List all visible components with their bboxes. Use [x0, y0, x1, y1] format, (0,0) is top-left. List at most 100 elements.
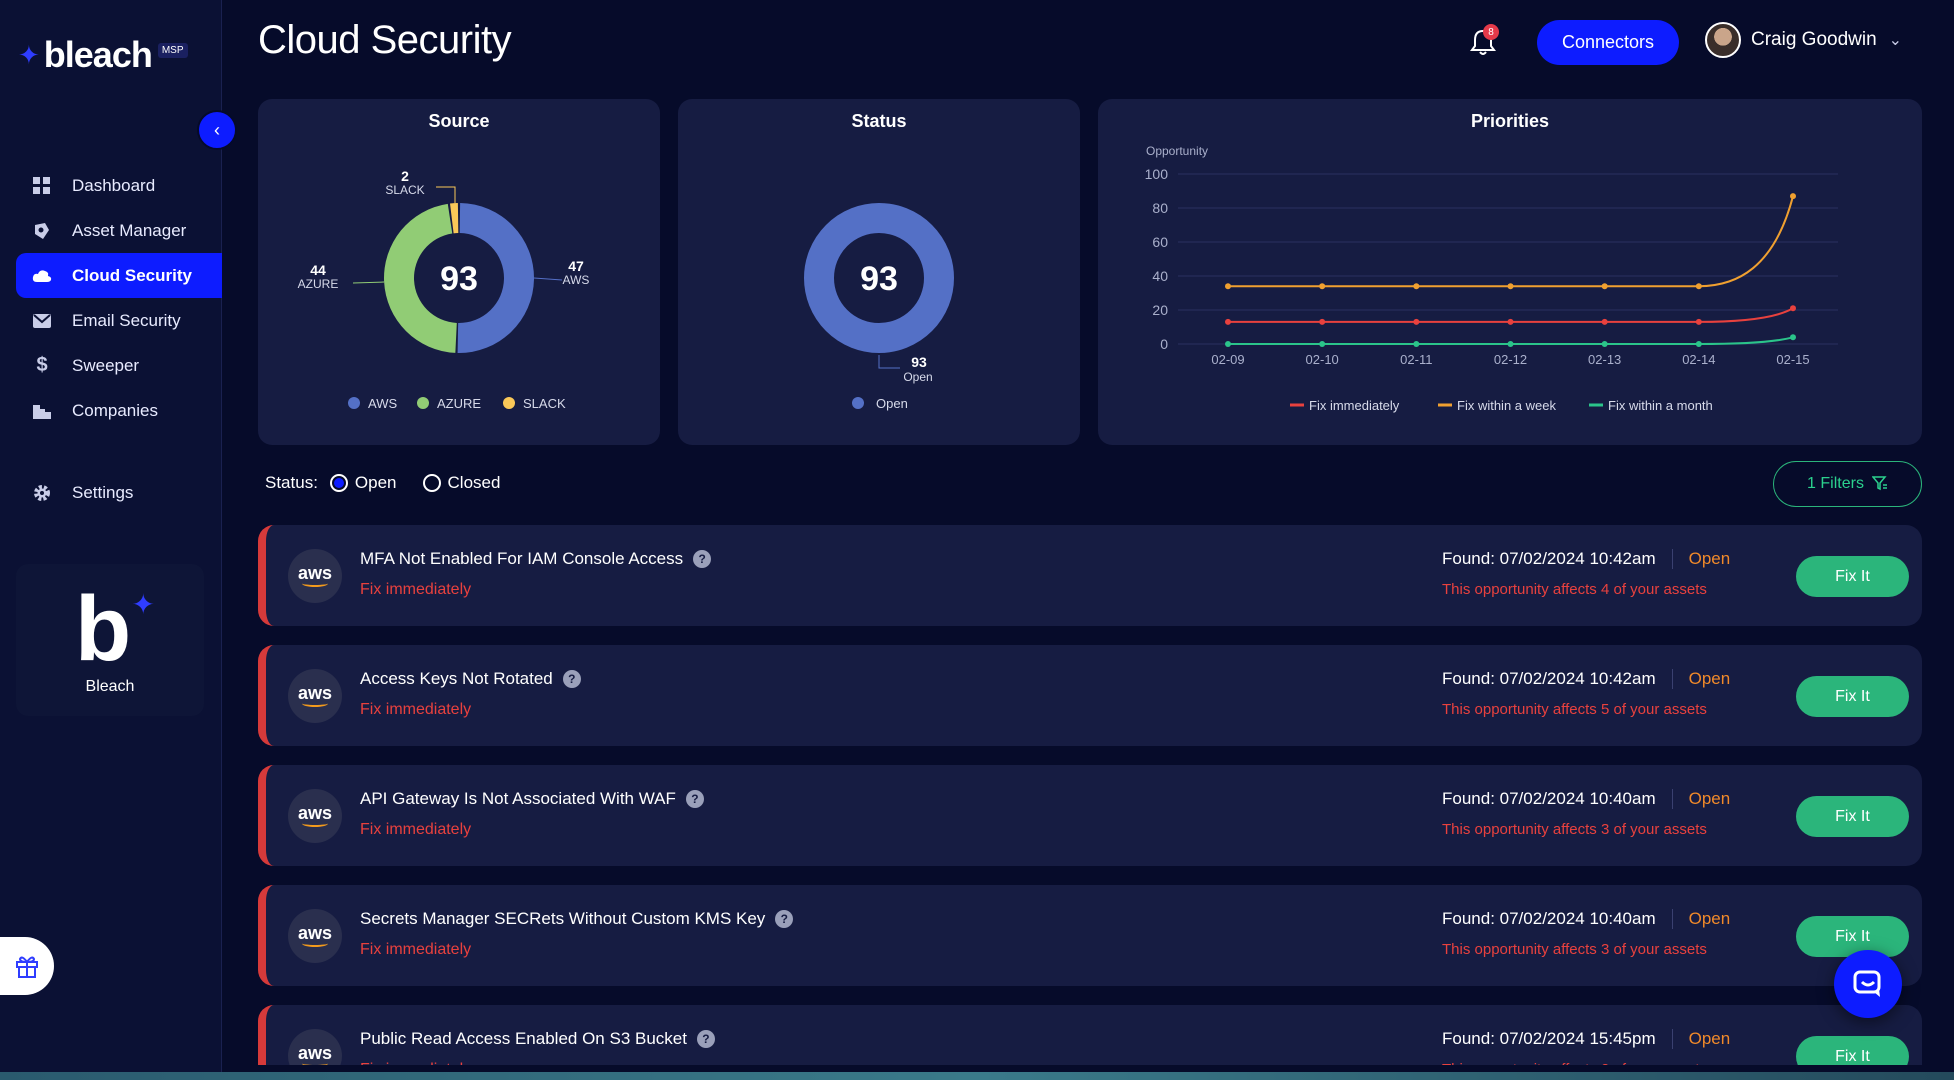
pie-slice-azure [384, 203, 457, 353]
chevron-down-icon: ⌄ [1888, 32, 1903, 49]
aws-logo-icon: aws [288, 1029, 342, 1065]
sidebar-item-cloud-security[interactable]: Cloud Security [16, 253, 222, 298]
notification-badge: 8 [1483, 24, 1499, 40]
fix-it-button[interactable]: Fix It [1796, 796, 1909, 837]
data-point [1790, 193, 1796, 200]
data-point [1695, 283, 1702, 290]
source-label: aws [297, 563, 333, 583]
radio-unchecked-icon [422, 474, 441, 492]
brand-logo[interactable]: ✦ bleach MSP [18, 34, 188, 76]
pie-slice-slack [450, 203, 459, 234]
sidebar-item-sweeper[interactable]: $ Sweeper [16, 343, 222, 388]
opportunity-row[interactable]: aws Secrets Manager SECRets Without Cust… [258, 885, 1922, 986]
legend-swatch [417, 397, 429, 409]
divider [1671, 909, 1673, 929]
sidebar-item-dashboard[interactable]: Dashboard [16, 163, 222, 208]
chevron-left-icon: ‹ [214, 119, 220, 140]
opportunity-affects: This opportunity affects 5 of your asset… [1442, 701, 1707, 718]
y-tick-label: 40 [1152, 268, 1168, 284]
sidebar-item-asset-manager[interactable]: Asset Manager [16, 208, 222, 253]
data-point [1225, 283, 1231, 290]
callout-line [533, 277, 563, 281]
opportunity-affects: This opportunity affects 2 of your asset… [1442, 1061, 1707, 1065]
fix-it-button[interactable]: Fix It [1796, 1036, 1909, 1065]
status-badge: Open [1688, 669, 1731, 688]
data-point [1413, 318, 1420, 325]
help-icon[interactable]: ? [562, 670, 581, 688]
found-date: Found: 07/02/2024 10:42am [1442, 669, 1656, 688]
pie-slice-aws [457, 203, 535, 353]
data-point [1601, 283, 1608, 290]
data-point [1790, 334, 1796, 341]
card-title: Source [428, 111, 490, 131]
data-label-value: 93 [911, 354, 927, 370]
opportunity-row[interactable]: aws Public Read Access Enabled On S3 Buc… [258, 1005, 1922, 1065]
fix-it-button[interactable]: Fix It [1796, 556, 1909, 597]
avatar [1705, 22, 1741, 58]
sidebar-item-label: Companies [72, 400, 158, 420]
x-tick-label: 02-11 [1400, 352, 1432, 367]
chat-icon [1853, 970, 1881, 997]
help-icon[interactable]: ? [696, 1030, 715, 1048]
callout-line [436, 186, 456, 203]
help-icon[interactable]: ? [693, 550, 712, 568]
tenant-initial: b [75, 578, 132, 680]
opportunity-title-text: Public Read Access Enabled On S3 Bucket [360, 1029, 687, 1048]
sidebar-item-label: Asset Manager [72, 220, 187, 240]
user-menu[interactable]: Craig Goodwin ⌄ [1705, 22, 1902, 58]
help-icon[interactable]: ? [685, 790, 704, 808]
donut-total: 93 [440, 260, 478, 298]
sidebar-item-companies[interactable]: Companies [16, 388, 222, 433]
aws-smile-icon [302, 580, 328, 587]
opportunity-title: Secrets Manager SECRets Without Custom K… [360, 909, 794, 929]
x-tick-label: 02-10 [1306, 352, 1339, 367]
status-filter-label: Status: [265, 473, 318, 492]
data-point [1695, 318, 1702, 325]
divider [1671, 669, 1673, 689]
priorities-line-chart: Opportunity 0 20 40 60 80 100 02-09 02-10 02-11 02… [1145, 144, 1838, 413]
status-filter: Status: Open Closed [265, 473, 514, 493]
opportunity-found: Found: 07/02/2024 10:40am Open [1442, 789, 1730, 809]
tenant-name: Bleach [85, 678, 135, 695]
aws-smile-icon [302, 820, 328, 827]
data-point [1507, 283, 1514, 290]
data-label-name: AWS [563, 273, 590, 287]
data-label-name: Open [903, 370, 932, 384]
status-radio-open[interactable]: Open [329, 473, 397, 493]
page-title: Cloud Security [258, 18, 512, 62]
fix-it-button[interactable]: Fix It [1796, 916, 1909, 957]
filters-button[interactable]: 1 Filters [1773, 461, 1922, 507]
fix-it-button[interactable]: Fix It [1796, 676, 1909, 717]
legend-label: Open [876, 396, 908, 411]
opportunity-priority: Fix immediately [360, 1061, 471, 1065]
grid-icon [32, 176, 52, 196]
connectors-button[interactable]: Connectors [1537, 20, 1679, 65]
x-tick-label: 02-14 [1682, 352, 1715, 367]
status-radio-closed[interactable]: Closed [422, 473, 500, 493]
opportunity-row[interactable]: aws MFA Not Enabled For IAM Console Acce… [258, 525, 1922, 626]
x-tick-label: 02-09 [1211, 352, 1244, 367]
aws-smile-icon [302, 940, 328, 947]
gift-button[interactable] [0, 937, 54, 995]
callout-line [878, 355, 900, 369]
found-date: Found: 07/02/2024 10:42am [1442, 549, 1656, 568]
tenant-card[interactable]: b ✦ Bleach [16, 564, 204, 716]
y-tick-label: 0 [1160, 336, 1168, 352]
data-point [1225, 318, 1231, 325]
opportunity-title: Access Keys Not Rotated ? [360, 669, 581, 689]
chat-button[interactable] [1834, 950, 1902, 1018]
opportunity-row[interactable]: aws API Gateway Is Not Associated With W… [258, 765, 1922, 866]
sidebar-item-email-security[interactable]: Email Security [16, 298, 222, 343]
y-tick-label: 60 [1152, 234, 1168, 250]
cloud-icon [32, 266, 52, 286]
sidebar-item-settings[interactable]: Settings [16, 470, 222, 515]
collapse-sidebar-button[interactable]: ‹ [197, 110, 237, 150]
opportunity-row[interactable]: aws Access Keys Not Rotated ? Fix immedi… [258, 645, 1922, 746]
sparkle-icon: ✦ [131, 589, 155, 620]
series-line-1 [1228, 195, 1794, 288]
legend-label: Fix within a month [1608, 398, 1713, 413]
legend-swatch [348, 397, 360, 409]
opportunity-found: Found: 07/02/2024 15:45pm Open [1442, 1029, 1730, 1049]
help-icon[interactable]: ? [775, 910, 794, 928]
